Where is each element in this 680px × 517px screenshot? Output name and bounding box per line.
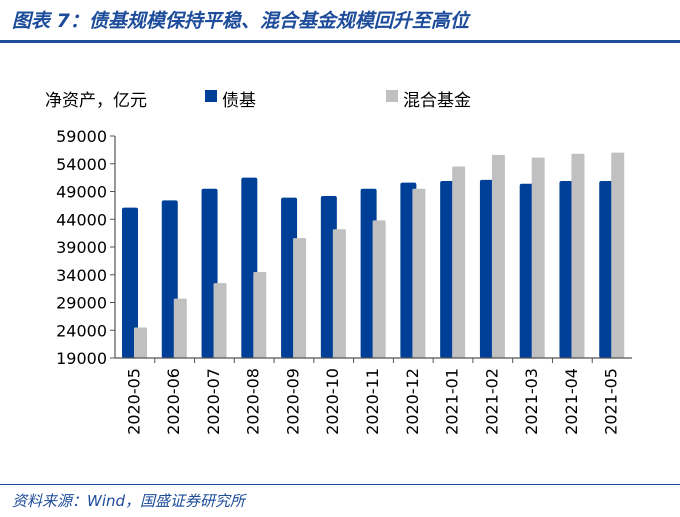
bar-chart: 2020-05 2020-06 2020-07 2020-08 2020-09 2020-… xyxy=(56,127,632,435)
bar-bond xyxy=(122,207,138,358)
bar-mixed xyxy=(173,298,187,358)
bar-mixed xyxy=(293,238,307,358)
bar-mixed xyxy=(452,166,466,358)
figure-title: 图表 7：债基规模保持平稳、混合基金规模回升至高位 xyxy=(12,10,469,32)
x-tick-label: 2021-03 xyxy=(522,368,541,435)
x-tick-label: 2020-08 xyxy=(244,368,263,435)
legend-swatch-mixed xyxy=(386,90,398,102)
bar-mixed xyxy=(611,152,625,358)
y-tick-label: 34000 xyxy=(56,266,107,285)
x-tick-label: 2021-04 xyxy=(562,368,581,435)
bar-mixed xyxy=(213,283,227,358)
y-tick-label: 59000 xyxy=(56,127,107,146)
bar-mixed xyxy=(571,153,585,358)
title-rule xyxy=(0,40,680,43)
x-tick-label: 2021-01 xyxy=(443,368,462,435)
y-tick-label: 19000 xyxy=(56,349,107,368)
bar-mixed xyxy=(372,220,386,358)
x-tick-label: 2020-05 xyxy=(124,368,143,435)
bar-bond xyxy=(241,177,258,358)
y-tick-label: 24000 xyxy=(56,321,107,340)
x-tick-label: 2020-10 xyxy=(323,368,342,435)
x-tick-label: 2020-12 xyxy=(403,368,422,435)
x-tick-label: 2020-11 xyxy=(363,368,382,435)
x-tick-label: 2020-06 xyxy=(164,368,183,435)
y-tick-label: 54000 xyxy=(56,155,107,174)
legend-label-mixed: 混合基金 xyxy=(403,91,471,111)
bar-mixed xyxy=(491,154,505,358)
x-tick-label: 2020-07 xyxy=(204,368,223,435)
x-tick-label: 2020-09 xyxy=(283,368,302,435)
y-axis-label: 净资产，亿元 xyxy=(45,91,147,111)
y-tick-label: 49000 xyxy=(56,183,107,202)
bar-mixed xyxy=(253,271,267,358)
x-tick-label: 2021-02 xyxy=(482,368,501,435)
legend-label-bond: 债基 xyxy=(222,91,256,111)
source-note: 资料来源：Wind，国盛证券研究所 xyxy=(12,492,246,510)
y-tick-label: 44000 xyxy=(56,210,107,229)
x-tick-label: 2021-05 xyxy=(602,368,621,435)
y-tick-label: 29000 xyxy=(56,294,107,313)
bar-mixed xyxy=(134,327,147,358)
legend-swatch-bond xyxy=(205,90,217,102)
bar-mixed xyxy=(531,157,545,358)
bar-mixed xyxy=(332,229,346,358)
y-tick-label: 39000 xyxy=(56,238,107,257)
bar-mixed xyxy=(412,188,426,358)
source-rule xyxy=(0,484,680,485)
